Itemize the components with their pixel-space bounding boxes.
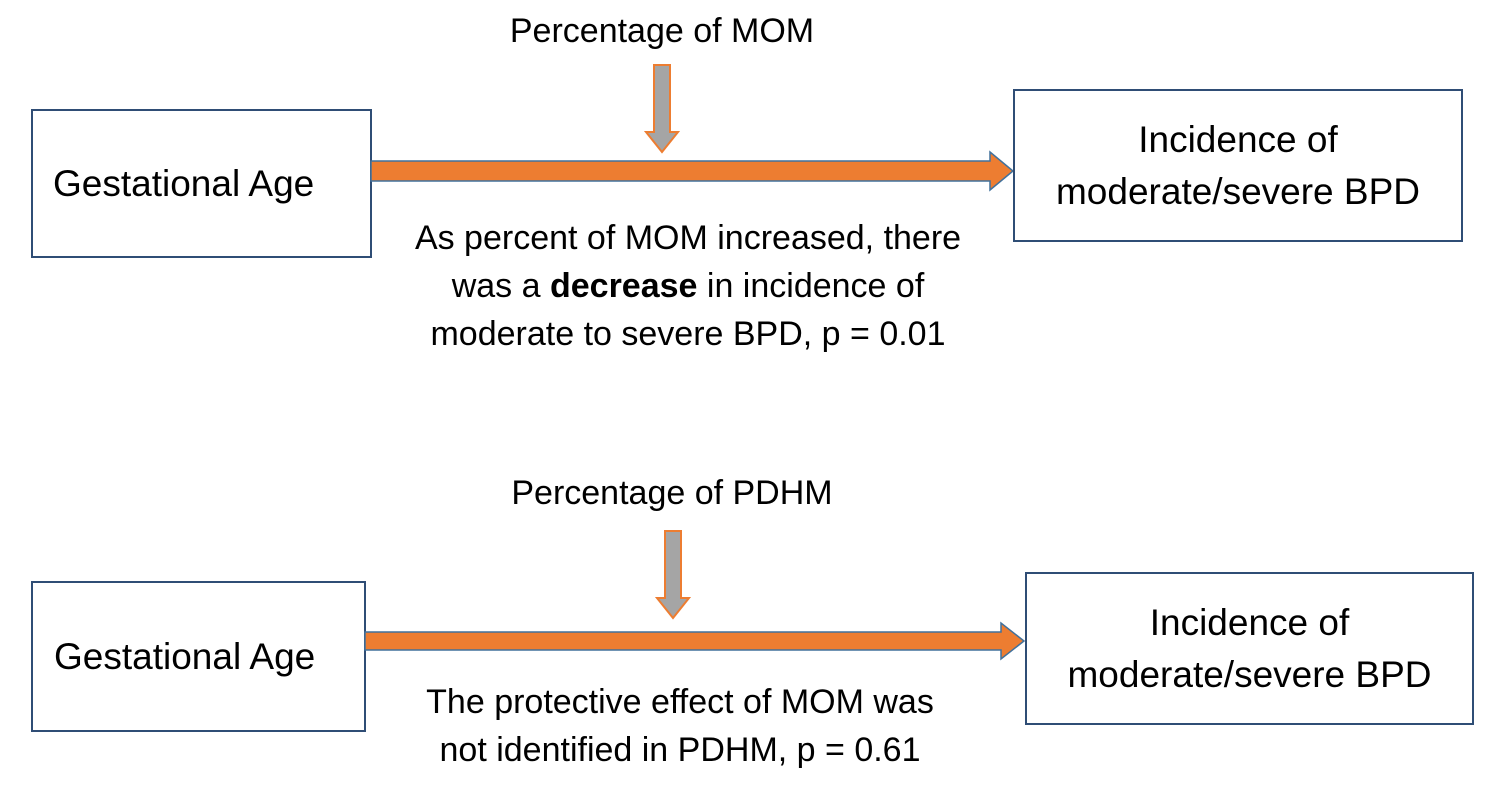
decrease-emphasis: decrease bbox=[549, 267, 698, 305]
bpd-incidence-box: Incidence of moderate/severe BPD bbox=[1025, 572, 1474, 725]
bottom-diagram: Percentage of PDHM Gestational Age Incid… bbox=[0, 0, 1501, 769]
moderator-arrow-mom bbox=[643, 64, 681, 154]
moderator-label-mom: Percentage of MOM bbox=[509, 12, 815, 50]
gestational-age-label: Gestational Age bbox=[54, 635, 316, 677]
moderator-label-pdhm: Percentage of PDHM bbox=[511, 474, 833, 512]
main-arrow-bottom bbox=[364, 621, 1026, 661]
caption-line-3: moderate to severe BPD, p = 0.01 bbox=[430, 315, 946, 353]
bpd-incidence-line2: moderate/severe BPD bbox=[1055, 170, 1420, 212]
mom-result-caption: As percent of MOM increased, there was a… bbox=[368, 214, 1008, 358]
caption-line-1: As percent of MOM increased, there bbox=[414, 219, 962, 257]
gestational-age-box: Gestational Age bbox=[31, 581, 366, 732]
main-arrow-top bbox=[370, 150, 1015, 192]
caption-line-2: was a decrease in incidence of bbox=[451, 267, 925, 305]
gestational-age-label: Gestational Age bbox=[53, 162, 315, 204]
caption-line-1: The protective effect of MOM was bbox=[426, 683, 934, 721]
moderator-arrow-pdhm bbox=[654, 530, 692, 620]
bpd-incidence-box: Incidence of moderate/severe BPD bbox=[1013, 89, 1463, 242]
bpd-incidence-line2: moderate/severe BPD bbox=[1067, 653, 1432, 695]
bpd-incidence-line1: Incidence of bbox=[1138, 118, 1338, 160]
caption-line-2: not identified in PDHM, p = 0.61 bbox=[439, 731, 921, 769]
bpd-incidence-line1: Incidence of bbox=[1149, 601, 1350, 643]
gestational-age-box: Gestational Age bbox=[31, 109, 372, 258]
pdhm-result-caption: The protective effect of MOM was not ide… bbox=[360, 678, 1000, 774]
top-diagram: Percentage of MOM Gestational Age Incide… bbox=[0, 0, 1501, 405]
